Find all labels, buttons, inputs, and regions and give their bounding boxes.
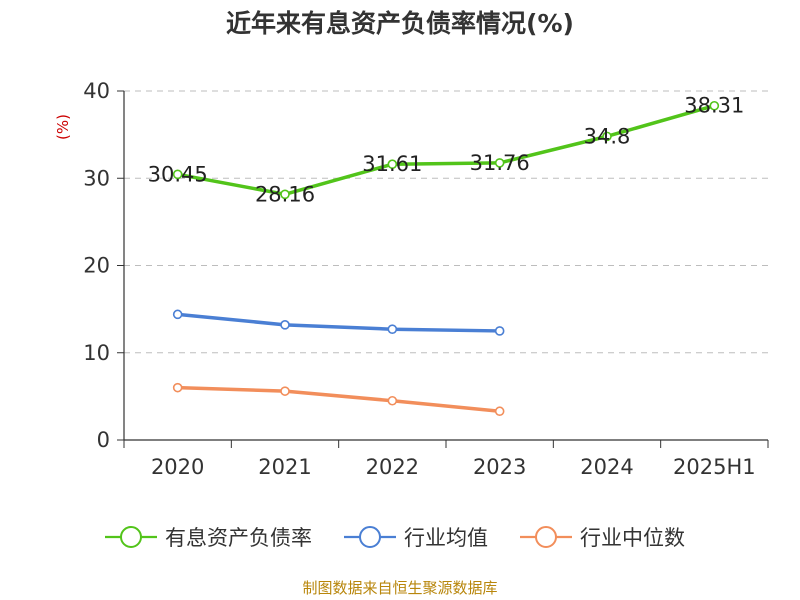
chart-title: 近年来有息资产负债率情况(%) — [226, 9, 574, 38]
data-point — [494, 326, 505, 336]
data-label: 30.45 — [148, 162, 208, 186]
y-tick-label: 40 — [83, 79, 110, 103]
legend-label: 行业均值 — [404, 526, 488, 550]
data-point — [172, 382, 183, 393]
data-point — [709, 100, 720, 111]
source-note: 制图数据来自恒生聚源数据库 — [302, 579, 497, 597]
x-tick-label: 2023 — [473, 455, 526, 479]
y-tick-label: 0 — [97, 428, 110, 452]
legend-item-1: 行业均值 — [344, 526, 488, 550]
x-tick-label: 2022 — [366, 455, 419, 479]
data-point — [494, 158, 505, 168]
data-point — [602, 131, 612, 142]
data-point — [172, 309, 183, 320]
data-label: 31.61 — [362, 152, 422, 176]
y-axis-label: (%) — [54, 114, 72, 140]
legend-item-2: 行业中位数 — [520, 526, 685, 550]
x-tick-label: 2025H1 — [673, 455, 756, 479]
series-line-2 — [175, 385, 502, 413]
axes: 0 10 20 30 40 2020 2021 2022 2023 2024 2025H1 — [83, 79, 769, 479]
y-tick-label: 10 — [83, 341, 110, 365]
legend-swatch-marker — [359, 526, 381, 548]
data-point — [494, 406, 505, 417]
legend-label: 行业中位数 — [580, 526, 685, 550]
legend-label: 有息资产负债率 — [165, 526, 312, 550]
legend-swatch-marker — [120, 526, 142, 548]
data-label: 28.16 — [255, 182, 315, 206]
data-label: 34.8 — [584, 124, 631, 148]
data-point — [172, 169, 183, 180]
data-point — [280, 386, 290, 396]
legend-swatch-marker — [535, 526, 557, 548]
data-labels: 30.45 28.16 31.61 31.76 34.8 38.31 — [148, 94, 745, 207]
grid-lines — [124, 90, 768, 354]
x-tick-label: 2021 — [258, 455, 311, 479]
data-point — [387, 159, 398, 170]
legend-item-0: 有息资产负债率 — [105, 526, 312, 550]
legend: 有息资产负债率 行业均值 行业中位数 — [105, 526, 685, 550]
data-point — [280, 189, 290, 200]
x-tick-label: 2020 — [151, 455, 204, 479]
x-tick-label: 2024 — [580, 455, 633, 479]
y-tick-label: 20 — [83, 254, 110, 278]
data-point — [280, 320, 290, 330]
data-point — [387, 324, 398, 334]
y-tick-label: 30 — [83, 166, 110, 190]
series-line-1 — [175, 312, 502, 333]
series-line-0 — [175, 103, 717, 197]
data-label: 31.76 — [470, 151, 530, 175]
series-group — [172, 100, 720, 417]
data-point — [387, 395, 398, 406]
data-label: 38.31 — [684, 94, 744, 118]
